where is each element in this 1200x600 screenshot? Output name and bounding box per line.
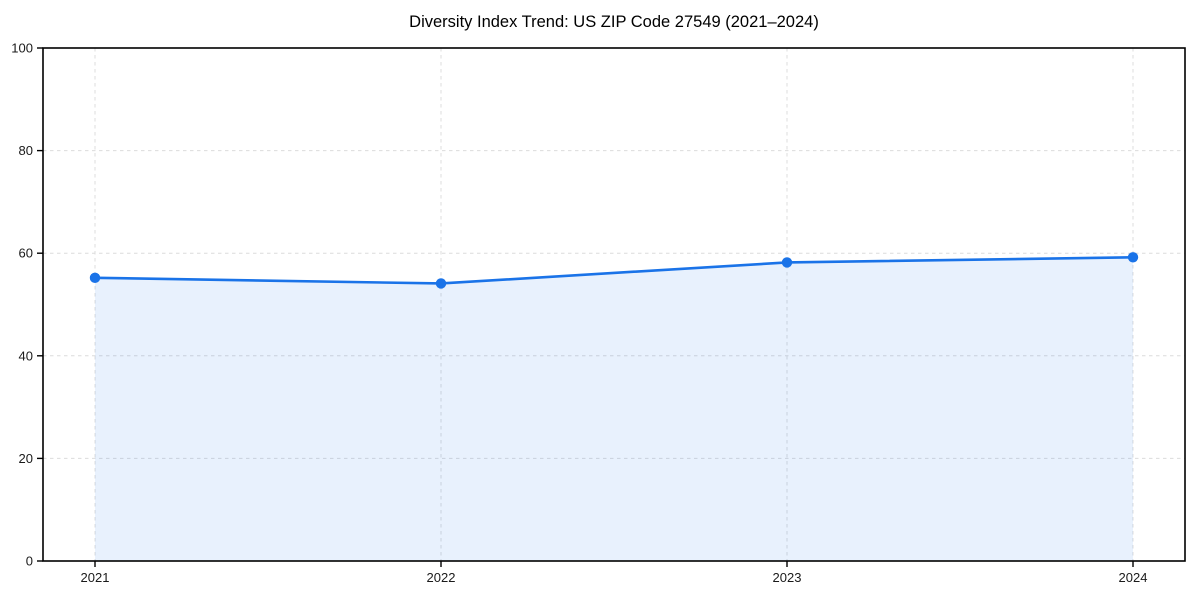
data-point-marker bbox=[89, 272, 101, 284]
area-fill bbox=[95, 257, 1133, 561]
y-axis-tick-label: 80 bbox=[19, 143, 33, 158]
x-axis-tick-label: 2023 bbox=[773, 570, 802, 585]
x-axis-tick-label: 2021 bbox=[81, 570, 110, 585]
y-axis-tick-label: 20 bbox=[19, 451, 33, 466]
data-point-marker bbox=[435, 278, 447, 289]
data-point-marker bbox=[1127, 252, 1139, 263]
y-axis-tick-label: 40 bbox=[19, 348, 33, 363]
plot-area-border bbox=[42, 47, 1186, 562]
y-axis-tick-label: 60 bbox=[19, 246, 33, 261]
chart-title: Diversity Index Trend: US ZIP Code 27549… bbox=[409, 13, 819, 31]
x-axis-tick-label: 2022 bbox=[427, 570, 456, 585]
line-series bbox=[93, 256, 1135, 285]
data-point-marker bbox=[781, 257, 793, 268]
y-axis-tick-label: 0 bbox=[26, 554, 33, 569]
x-axis-tick-label: 2024 bbox=[1119, 570, 1148, 585]
y-axis-tick-label: 100 bbox=[11, 41, 33, 56]
